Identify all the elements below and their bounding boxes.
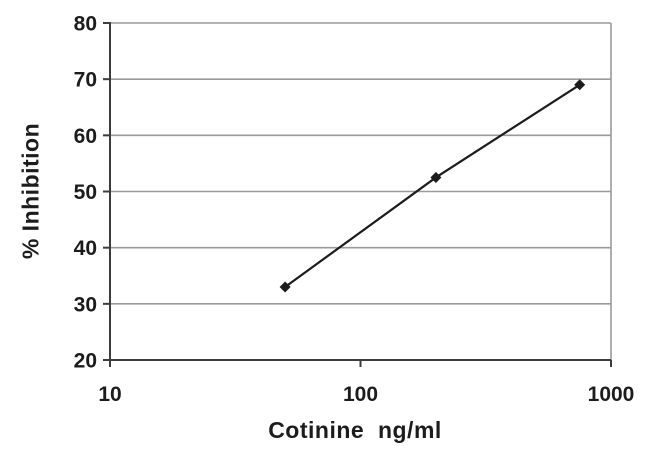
x-tick-label: 1000: [588, 383, 635, 406]
y-tick-label: 20: [74, 350, 97, 373]
y-tick-label: 70: [74, 69, 97, 92]
y-tick-label: 60: [74, 125, 97, 148]
series-line: [284, 83, 581, 288]
y-tick-label: 40: [74, 237, 97, 260]
x-tick-label: 100: [343, 383, 378, 406]
y-tick-label: 30: [74, 293, 97, 316]
y-axis-title: % Inhibition: [17, 122, 44, 260]
data-point-marker: [574, 79, 586, 91]
x-axis-title: Cotinine ng/ml: [268, 417, 442, 443]
x-tick-label: 10: [98, 383, 121, 406]
y-tick-label: 80: [74, 13, 97, 36]
y-tick-label: 50: [74, 181, 97, 204]
data-point-marker: [279, 281, 291, 293]
data-point-marker: [430, 171, 442, 183]
